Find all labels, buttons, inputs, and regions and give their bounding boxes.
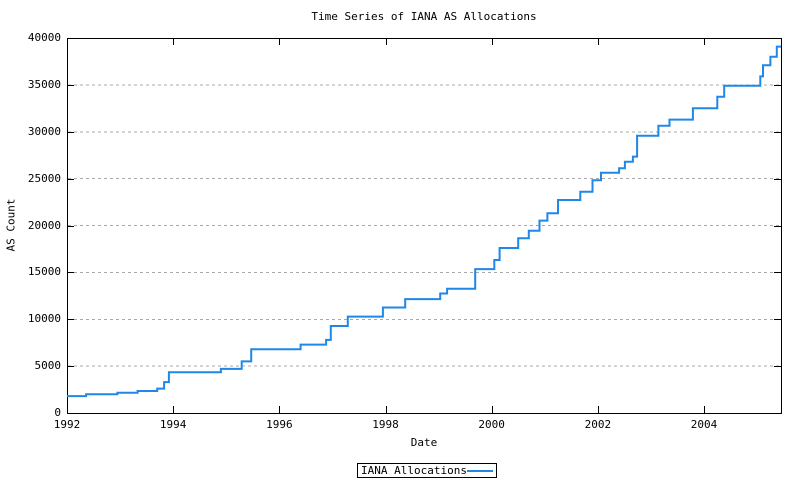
- chart-title: Time Series of IANA AS Allocations: [311, 10, 537, 23]
- x-tick-label: 1998: [372, 418, 399, 431]
- y-tick-label: 25000: [27, 171, 61, 185]
- y-tick-label: 15000: [27, 265, 61, 279]
- x-tick-label: 2000: [478, 418, 505, 431]
- legend-box: IANA Allocations: [357, 463, 497, 478]
- y-tick-label: 20000: [27, 218, 61, 232]
- y-tick-label: 40000: [27, 31, 61, 44]
- x-tick-label: 1992: [53, 418, 81, 431]
- y-tick-label: 10000: [27, 312, 61, 326]
- x-tick-label: 1996: [266, 418, 293, 431]
- y-tick-label: 30000: [27, 124, 61, 138]
- data-line: [67, 45, 781, 398]
- y-tick-label: 5000: [34, 359, 62, 373]
- x-tick-label: 2002: [584, 418, 612, 431]
- y-tick-label: 0: [54, 406, 61, 419]
- legend-series-label: IANA Allocations: [361, 464, 467, 477]
- x-axis-label: Date: [410, 436, 438, 449]
- legend-line-sample: [466, 469, 493, 472]
- x-tick-label: 2004: [690, 418, 718, 431]
- y-tick-label: 35000: [27, 77, 61, 91]
- x-tick-label: 1994: [159, 418, 187, 431]
